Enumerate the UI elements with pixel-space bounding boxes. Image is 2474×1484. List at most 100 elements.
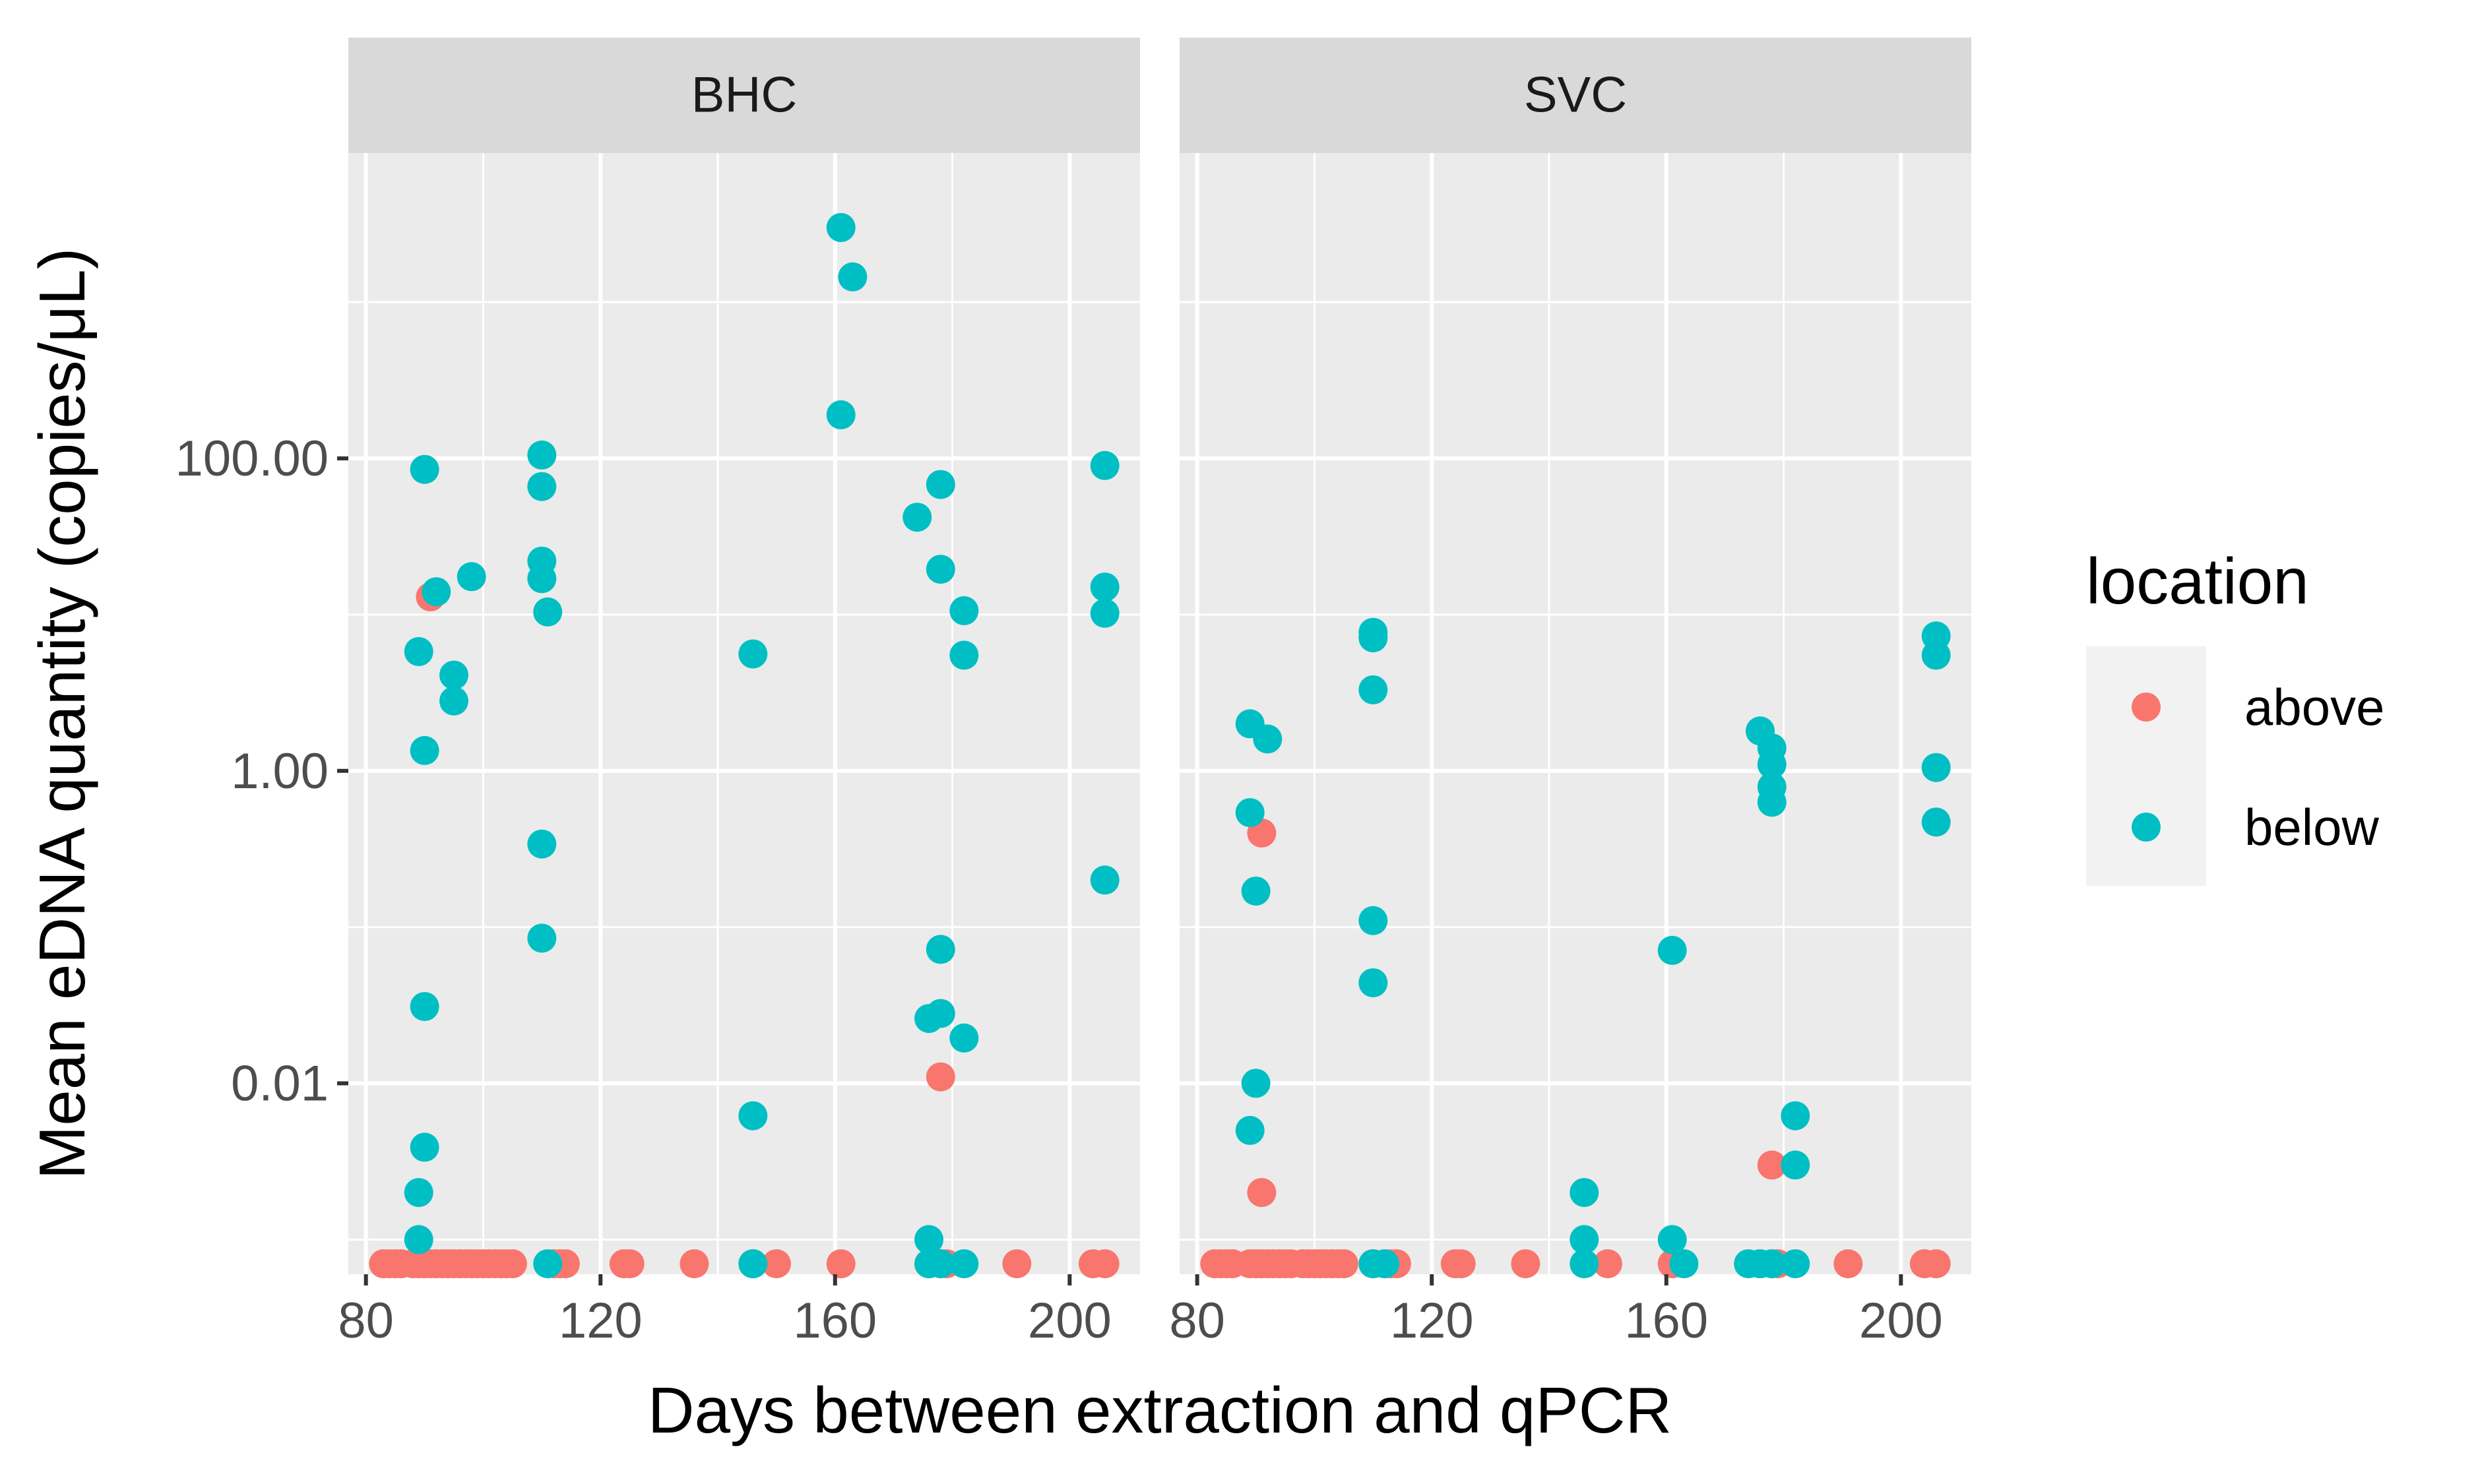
- point-above: [680, 1249, 709, 1279]
- point-below: [404, 1178, 433, 1208]
- x-axis-title: Days between extraction and qPCR: [648, 1374, 1672, 1446]
- facet-strip-label: BHC: [691, 67, 797, 123]
- facet-strip: [348, 38, 1140, 153]
- point-below: [404, 636, 433, 666]
- x-tick-label: 200: [1028, 1293, 1112, 1349]
- point-below: [527, 472, 557, 501]
- point-below: [926, 935, 955, 964]
- legend-key-above: [2132, 693, 2161, 722]
- point-below: [1570, 1178, 1599, 1208]
- point-below: [1235, 1115, 1265, 1145]
- point-below: [903, 503, 932, 532]
- point-below: [1921, 807, 1951, 837]
- point-below: [533, 597, 563, 627]
- point-below: [949, 640, 979, 670]
- point-below: [1358, 623, 1388, 653]
- y-tick-label: 0.01: [231, 1056, 329, 1112]
- point-below: [1757, 1249, 1787, 1279]
- point-above: [1833, 1249, 1863, 1279]
- point-below: [926, 470, 955, 499]
- legend: location above below: [2086, 545, 2385, 886]
- point-below: [1781, 1249, 1810, 1279]
- panel-svc: SVC 80 120 160 200: [1169, 38, 1971, 1349]
- point-below: [949, 1023, 979, 1053]
- panel-bhc: BHC 80 120 160 200 0.01 1.00 100.00: [175, 38, 1140, 1349]
- facet-strip-label: SVC: [1524, 67, 1627, 123]
- point-below: [410, 992, 439, 1022]
- point-below: [1241, 1068, 1271, 1098]
- point-below: [1669, 1249, 1699, 1279]
- y-axis-title: Mean eDNA quantity (copies/μL): [26, 248, 98, 1180]
- point-below: [422, 577, 451, 607]
- panel-background: [348, 153, 1140, 1274]
- point-above: [1090, 1249, 1120, 1279]
- point-below: [949, 596, 979, 625]
- point-below: [410, 454, 439, 484]
- point-below: [1570, 1225, 1599, 1254]
- point-below: [457, 562, 486, 592]
- point-below: [1657, 1225, 1687, 1254]
- point-below: [1757, 749, 1787, 779]
- point-above: [926, 1062, 955, 1092]
- point-below: [533, 1249, 563, 1279]
- point-below: [1757, 788, 1787, 817]
- panel-background: [1180, 153, 1971, 1274]
- point-below: [926, 555, 955, 584]
- point-above: [1247, 1178, 1277, 1208]
- point-below: [1781, 1150, 1810, 1180]
- point-below: [1921, 753, 1951, 782]
- point-below: [738, 1249, 768, 1279]
- x-tick-label: 120: [559, 1293, 643, 1349]
- x-tick-label: 160: [793, 1293, 877, 1349]
- point-above: [826, 1249, 856, 1279]
- point-above: [1329, 1249, 1358, 1279]
- point-above: [761, 1249, 791, 1279]
- point-below: [410, 1132, 439, 1162]
- point-below: [527, 564, 557, 594]
- point-below: [410, 735, 439, 765]
- point-below: [914, 1225, 943, 1254]
- point-below: [527, 829, 557, 859]
- legend-title: location: [2086, 545, 2309, 617]
- point-below: [1657, 935, 1687, 965]
- point-above: [1757, 1150, 1787, 1180]
- point-below: [1253, 724, 1283, 754]
- x-tick-label: 200: [1859, 1293, 1943, 1349]
- point-below: [1358, 675, 1388, 704]
- legend-label-below: below: [2244, 798, 2379, 856]
- point-below: [738, 1101, 768, 1130]
- point-above: [1593, 1249, 1622, 1279]
- point-below: [914, 1004, 943, 1034]
- point-below: [1241, 877, 1271, 906]
- point-above: [1921, 1249, 1951, 1279]
- point-below: [527, 440, 557, 470]
- point-above: [1511, 1249, 1540, 1279]
- point-above: [497, 1249, 527, 1279]
- point-below: [1090, 865, 1120, 895]
- legend-key-background: [2086, 646, 2206, 886]
- point-above: [615, 1249, 645, 1279]
- point-below: [1358, 968, 1388, 998]
- y-tick-label: 100.00: [175, 431, 329, 487]
- point-below: [439, 660, 468, 690]
- point-below: [1921, 640, 1951, 670]
- point-below: [1358, 906, 1388, 935]
- x-tick-label: 80: [338, 1293, 394, 1349]
- point-below: [838, 262, 868, 292]
- point-above: [1002, 1249, 1032, 1279]
- point-below: [949, 1249, 979, 1279]
- facet-strip: [1180, 38, 1971, 153]
- point-below: [1781, 1101, 1810, 1130]
- x-tick-label: 80: [1169, 1293, 1225, 1349]
- point-below: [1570, 1249, 1599, 1279]
- point-below: [926, 1249, 955, 1279]
- y-tick-label: 1.00: [231, 743, 329, 799]
- point-below: [738, 639, 768, 669]
- point-below: [1090, 450, 1120, 480]
- point-below: [826, 400, 856, 429]
- point-below: [1090, 572, 1120, 602]
- point-below: [404, 1225, 433, 1254]
- point-below: [1235, 798, 1265, 828]
- legend-label-above: above: [2244, 678, 2385, 736]
